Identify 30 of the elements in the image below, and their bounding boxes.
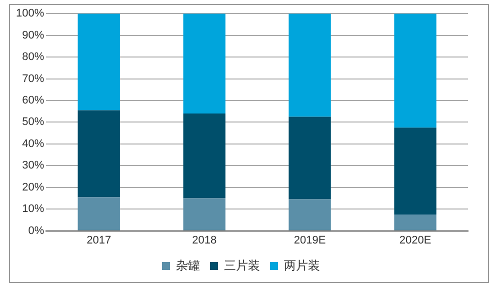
y-tick-label: 80%: [22, 51, 44, 64]
y-tick-label: 70%: [22, 72, 44, 85]
bar: [183, 198, 226, 230]
bar: [288, 14, 331, 117]
y-tick-label: 20%: [22, 181, 44, 194]
x-tick-label: 2017: [86, 234, 112, 246]
y-tick-label: 40%: [22, 138, 44, 150]
x-tick-label: 2018: [192, 234, 217, 246]
bar: [183, 114, 226, 198]
bar: [183, 14, 226, 114]
x-tick-label: 2020E: [399, 234, 432, 246]
y-tick-label: 100%: [16, 8, 44, 20]
bar: [394, 128, 436, 215]
bar: [394, 214, 436, 230]
bar: [394, 14, 436, 128]
y-tick-label: 0%: [28, 224, 44, 237]
y-tick-label: 30%: [22, 160, 44, 172]
bar: [288, 199, 331, 230]
bar: [78, 110, 120, 198]
y-tick-label: 10%: [22, 203, 44, 216]
legend-label: 三片装: [224, 258, 260, 272]
x-tick-label: 2019E: [294, 234, 326, 246]
bar: [78, 197, 120, 230]
legend-label: 两片装: [284, 258, 320, 272]
y-tick-label: 90%: [22, 29, 44, 42]
bar: [78, 14, 120, 110]
legend-label: 杂罐: [176, 258, 200, 272]
y-tick-label: 50%: [22, 116, 44, 128]
bar: [288, 116, 331, 200]
y-tick-label: 60%: [22, 94, 44, 107]
